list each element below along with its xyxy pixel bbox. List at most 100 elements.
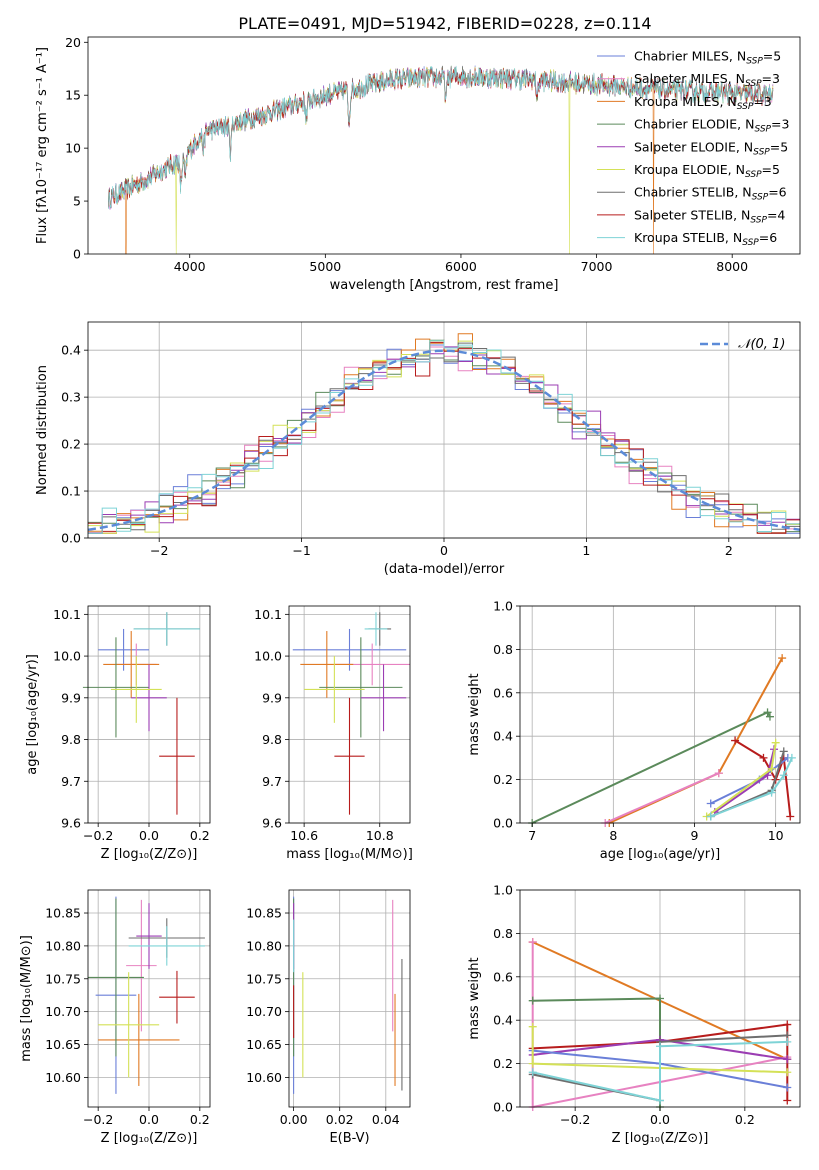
legend-label: Kroupa STELIB, NSSP=6 [634, 230, 777, 248]
y-tick-label: 20 [65, 35, 81, 50]
y-tick-label: 10.60 [45, 1070, 81, 1085]
histogram-step [88, 342, 800, 534]
y-tick-label: 10.65 [246, 1037, 282, 1052]
plus-marker [783, 1037, 792, 1046]
y-tick-label: 10.70 [45, 1004, 81, 1019]
error-bar-point [131, 664, 167, 732]
legend-label: Chabrier STELIB, NSSP=6 [634, 185, 787, 203]
error-bar-point [360, 664, 407, 732]
y-tick-label: 10 [65, 141, 81, 156]
x-tick-label: 0.04 [372, 1112, 400, 1127]
chart-residuals: 𝒩(0, 1) −2 −1 0 1 2 0.0 0.1 0.2 0.3 0.4 (data-model… [35, 321, 801, 577]
x-axis-label: age [log₁₀(age/yr)] [600, 847, 721, 862]
error-bar-point [98, 972, 160, 1078]
chart-age_vs_mass: 10.6 10.8 9.6 9.7 9.8 9.9 10.0 10.1 mass [log₁₀(… [254, 605, 413, 862]
legend-label: Salpeter MILES, NSSP=3 [634, 71, 780, 89]
y-tick-label: 0.4 [493, 1013, 513, 1028]
chart-massweight_vs_age: 7 8 9 10 0.0 0.2 0.4 0.6 0.8 1.0 age [log₁₀(age/yr… [467, 599, 801, 862]
chart-age_vs_Z: −0.2 0.0 0.2 9.6 9.7 9.8 9.9 10.0 10.1 Z [log₁₀(Z… [25, 605, 211, 862]
x-tick-label: 9 [691, 828, 699, 843]
error-bar-point [159, 697, 195, 815]
y-axis-label: mass weight [467, 957, 482, 1039]
x-tick-label: 7000 [581, 259, 613, 274]
plus-marker [706, 812, 715, 821]
x-tick-label: 0.2 [190, 828, 210, 843]
plus-marker [783, 1020, 792, 1029]
plus-marker [765, 712, 774, 721]
chart-spectrum: Chabrier MILES, NSSP=5 Salpeter MILES, NS… [35, 35, 801, 293]
y-tick-label: 10.1 [254, 607, 282, 622]
x-tick-label: −1 [292, 543, 310, 558]
y-axis-label: mass weight [467, 673, 482, 755]
plus-marker [759, 753, 768, 762]
x-tick-label: 0.2 [735, 1112, 755, 1127]
x-tick-label: 4000 [174, 259, 206, 274]
mass-weight-line [710, 757, 793, 818]
y-tick-label: 9.6 [262, 816, 282, 831]
plus-marker [767, 764, 776, 773]
axes-frame [87, 36, 801, 255]
plus-marker [779, 771, 788, 780]
legend-label: Chabrier ELODIE, NSSP=3 [634, 117, 789, 135]
plus-marker [528, 1068, 537, 1077]
spectrum-legend: Chabrier MILES, NSSP=5 Salpeter MILES, NS… [597, 49, 789, 248]
y-tick-label: 0.8 [493, 926, 513, 941]
x-tick-label: 8000 [716, 259, 748, 274]
y-tick-label: 10.60 [246, 1070, 282, 1085]
chart-mass_vs_Z: −0.2 0.0 0.2 10.60 10.65 10.70 10.75 10.80 10.85… [19, 889, 211, 1146]
legend-label: Salpeter STELIB, NSSP=4 [634, 207, 785, 225]
error-bar-point [128, 926, 205, 966]
plot-area [528, 938, 792, 1111]
y-tick-label: 0.2 [493, 772, 513, 787]
plus-marker [783, 1083, 792, 1092]
legend-label: Kroupa ELODIE, NSSP=5 [634, 162, 780, 180]
plus-marker [778, 654, 787, 663]
y-tick-label: 0.0 [61, 531, 81, 546]
error-bar-point [300, 631, 354, 698]
axes-frame [519, 605, 801, 824]
plus-marker [528, 1022, 537, 1031]
y-axis-label: Flux [fλ10⁻¹⁷ erg cm⁻² s⁻¹ A⁻¹] [35, 47, 50, 244]
error-bar-point [364, 612, 388, 646]
plus-marker [767, 788, 776, 797]
legend-label: Chabrier MILES, NSSP=5 [634, 49, 781, 67]
plot-area [528, 654, 796, 827]
y-tick-label: 10.1 [53, 607, 81, 622]
plus-marker [783, 1096, 792, 1105]
x-axis-label: wavelength [Angstrom, rest frame] [330, 278, 559, 293]
error-bar-point [82, 637, 149, 738]
plus-marker [786, 812, 795, 821]
mass-weight-line [604, 772, 720, 824]
error-bar-point [98, 993, 180, 1086]
error-bar-point [126, 899, 157, 1032]
axes-frame [87, 889, 211, 1108]
legend-label: 𝒩(0, 1) [738, 337, 785, 352]
error-bar-point [319, 637, 403, 738]
x-tick-label: −0.2 [83, 828, 113, 843]
axes-frame [288, 889, 411, 1108]
y-tick-label: 0.2 [61, 437, 81, 452]
y-tick-label: 10.85 [45, 906, 81, 921]
error-bar-point [133, 612, 200, 646]
axes-frame [87, 605, 211, 824]
histogram-step [88, 340, 800, 534]
plus-marker [763, 708, 772, 717]
x-tick-label: −0.2 [83, 1112, 113, 1127]
error-bar-point [88, 898, 144, 1057]
x-tick-label: 0.00 [280, 1112, 308, 1127]
y-tick-label: 0.4 [61, 343, 81, 358]
figure-title: PLATE=0491, MJD=51942, FIBERID=0228, z=0… [238, 14, 651, 33]
axes-frame [87, 321, 801, 539]
y-axis-label: Normed distribution [35, 365, 50, 495]
y-tick-label: 0.1 [61, 484, 81, 499]
x-tick-label: 0.02 [326, 1112, 354, 1127]
plot-area: Chabrier MILES, NSSP=5 Salpeter MILES, NS… [108, 49, 789, 255]
y-tick-label: 10.75 [246, 971, 282, 986]
y-tick-label: 10.65 [45, 1037, 81, 1052]
axes-frame [288, 605, 411, 824]
y-tick-label: 0.0 [493, 816, 513, 831]
plus-marker [656, 1096, 664, 1105]
x-tick-label: 5000 [309, 259, 341, 274]
plot-area: 𝒩(0, 1) [87, 333, 801, 534]
plot-area [293, 896, 403, 1094]
